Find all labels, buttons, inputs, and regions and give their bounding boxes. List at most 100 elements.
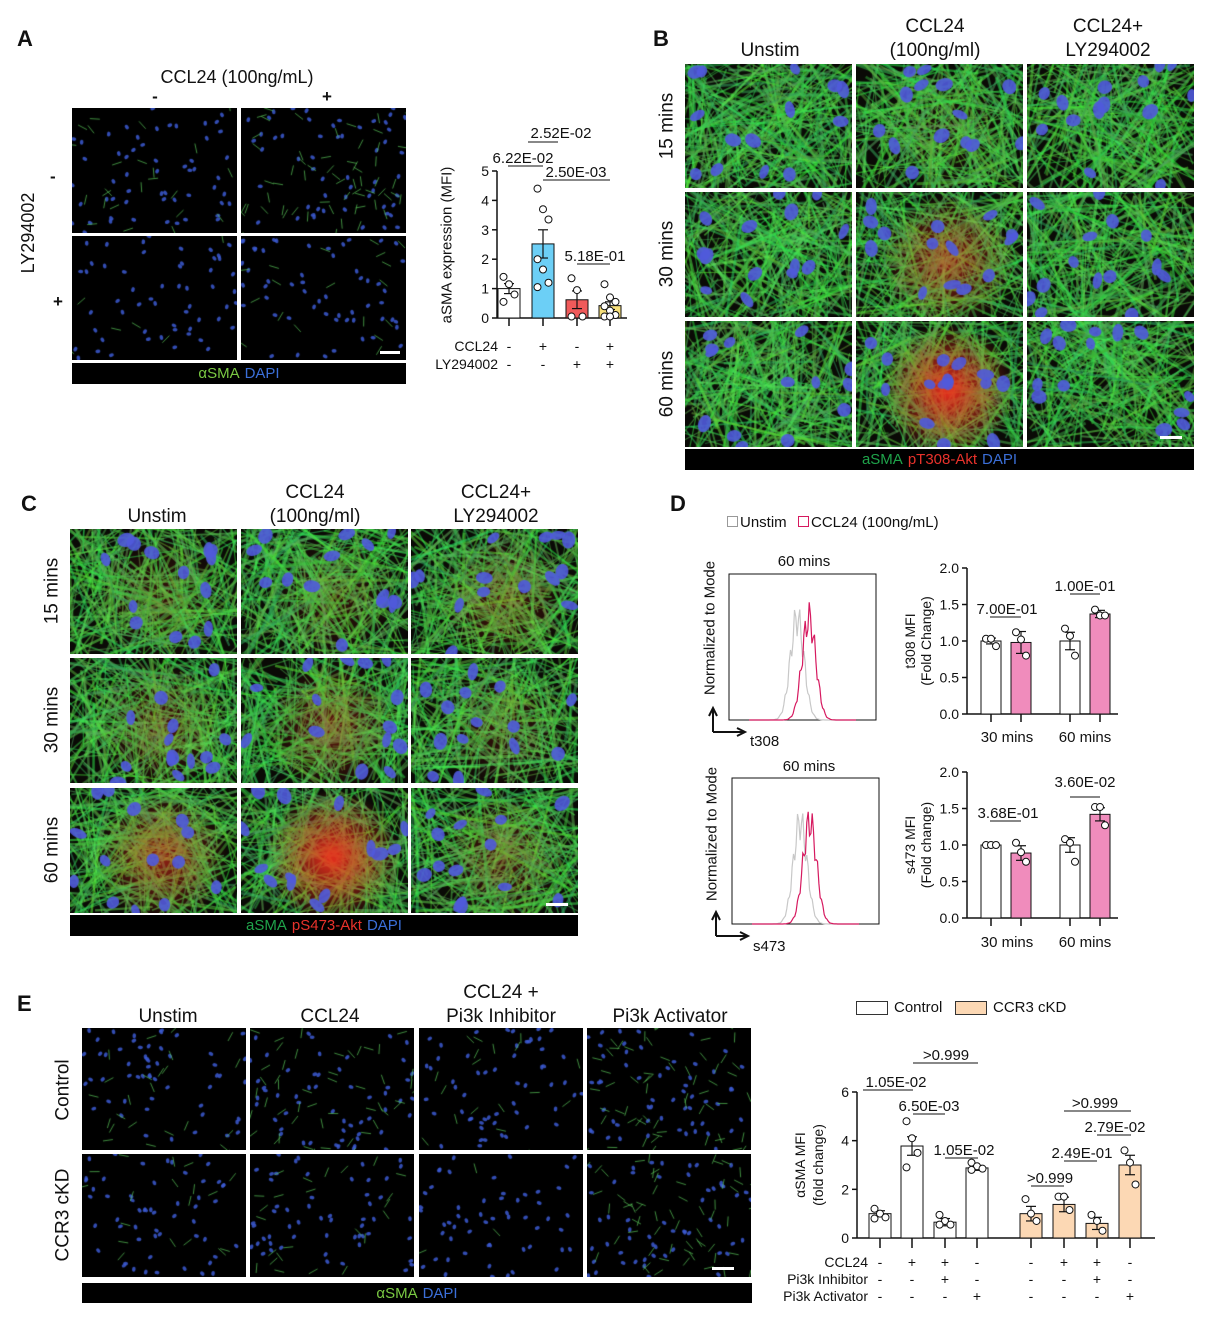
pvalue: 1.05E-02	[865, 1074, 927, 1091]
condition-sign: -	[975, 1271, 980, 1287]
pvalue: >0.999	[922, 1047, 970, 1064]
hist-ylabel: Normalized to Mode	[703, 766, 721, 902]
micrograph	[82, 1028, 246, 1150]
y-tick-label: 0	[841, 1230, 849, 1246]
y-tick-label: 2	[841, 1181, 849, 1197]
condition-label: Pi3k Activator	[783, 1288, 868, 1304]
condition-sign: -	[910, 1288, 915, 1304]
y-tick-label: 3	[481, 222, 489, 238]
ylabel: t308 MFI	[902, 613, 918, 669]
y-tick-label: 6	[841, 1084, 849, 1100]
data-point	[539, 205, 547, 214]
pvalue: >0.999	[1026, 1170, 1074, 1187]
data-point	[1021, 1195, 1030, 1204]
micrograph	[241, 236, 406, 360]
micrograph	[411, 788, 578, 913]
condition-sign: -	[1128, 1271, 1133, 1287]
y-tick-label: 1.0	[940, 837, 960, 853]
data-point	[1012, 628, 1020, 637]
bar	[1118, 1164, 1142, 1239]
data-point	[1093, 1216, 1101, 1225]
data-point	[876, 1209, 884, 1218]
y-tick-label: 1	[481, 281, 489, 297]
data-point	[946, 1220, 955, 1229]
data-point	[567, 312, 576, 321]
data-point	[1071, 857, 1079, 866]
hist-title: 60 mins	[777, 553, 831, 570]
micrograph	[1027, 321, 1194, 447]
condition-sign: -	[507, 338, 512, 354]
data-point	[600, 302, 609, 311]
micrograph	[241, 658, 408, 783]
data-point	[1022, 857, 1030, 866]
hist-xlabel: s473	[753, 938, 786, 955]
row-header: 30 mins	[41, 686, 63, 754]
stain-legend: aSMA pT308-Akt DAPI	[685, 449, 1194, 470]
pvalue: >0.999	[1071, 1095, 1119, 1112]
pvalue: 3.60E-02	[1054, 774, 1116, 791]
pvalue: 3.68E-01	[977, 805, 1039, 822]
col-header: Pi3k Activator	[612, 1006, 728, 1027]
xtick: 30 mins	[980, 934, 1034, 951]
data-point	[505, 280, 513, 289]
micrograph	[419, 1154, 583, 1277]
condition-sign: -	[910, 1271, 915, 1287]
data-point	[967, 1165, 976, 1174]
data-point	[600, 280, 609, 289]
treatment-title: CCL24 (100ng/mL)	[160, 67, 314, 87]
legend-swatch	[798, 516, 809, 527]
legend-ccr3: CCR3 cKD	[993, 999, 1067, 1016]
row-header: 15 mins	[656, 92, 678, 160]
micrograph	[241, 788, 408, 913]
hist-legend-ccl24: CCL24 (100ng/mL)	[798, 515, 939, 530]
axis-arrow-up	[708, 705, 718, 732]
condition-sign: +	[941, 1271, 949, 1287]
data-point	[1017, 848, 1025, 857]
condition-sign: +	[1093, 1271, 1101, 1287]
data-point	[1066, 838, 1074, 847]
micrograph	[250, 1028, 414, 1150]
stain-legend: αSMA DAPI	[82, 1283, 752, 1303]
row-header: 15 mins	[41, 557, 63, 625]
condition-sign: -	[878, 1254, 883, 1270]
condition-sign: -	[1062, 1271, 1067, 1287]
stain-legend: aSMA pS473-Akt DAPI	[70, 915, 578, 936]
hist-legend-unstim: Unstim	[727, 515, 787, 530]
condition-sign: +	[573, 356, 581, 372]
legend-asma: aSMA	[246, 917, 287, 934]
data-point	[935, 1210, 944, 1219]
condition-sign: -	[878, 1271, 883, 1287]
panel-label-c: C	[21, 491, 37, 516]
condition-sign: -	[878, 1288, 883, 1304]
bar	[980, 844, 1002, 919]
condition-sign: +	[1126, 1288, 1134, 1304]
y-tick-label: 1.5	[940, 597, 960, 613]
data-point	[1022, 651, 1030, 660]
legend-dapi: DAPI	[982, 451, 1018, 468]
pvalue: 1.05E-02	[933, 1142, 995, 1159]
col-header: CCL24+	[460, 482, 532, 503]
col-header: CCL24 +	[463, 982, 539, 1003]
condition-sign: -	[1062, 1288, 1067, 1304]
data-point	[1131, 1180, 1140, 1189]
micrograph	[685, 64, 852, 188]
col-plus: +	[322, 87, 332, 106]
scale-bar	[380, 351, 400, 354]
data-point	[1091, 605, 1099, 614]
condition-sign: -	[541, 356, 546, 372]
condition-sign: -	[1029, 1254, 1034, 1270]
ylabel: (Fold change)	[918, 801, 934, 889]
row-plus: +	[53, 292, 63, 311]
xtick: 60 mins	[1058, 729, 1112, 746]
hist-xlabel: t308	[750, 733, 780, 750]
data-point	[1066, 631, 1074, 640]
stain-legend: αSMA DAPI	[72, 363, 406, 384]
histogram-unstim	[752, 813, 859, 925]
legend-ps473: pS473-Akt	[291, 917, 362, 934]
y-tick-label: 0	[481, 310, 489, 326]
col-header: (100ng/ml)	[889, 40, 981, 61]
condition-sign: +	[941, 1254, 949, 1270]
condition-label: LY294002	[435, 356, 498, 372]
data-point	[573, 286, 581, 295]
